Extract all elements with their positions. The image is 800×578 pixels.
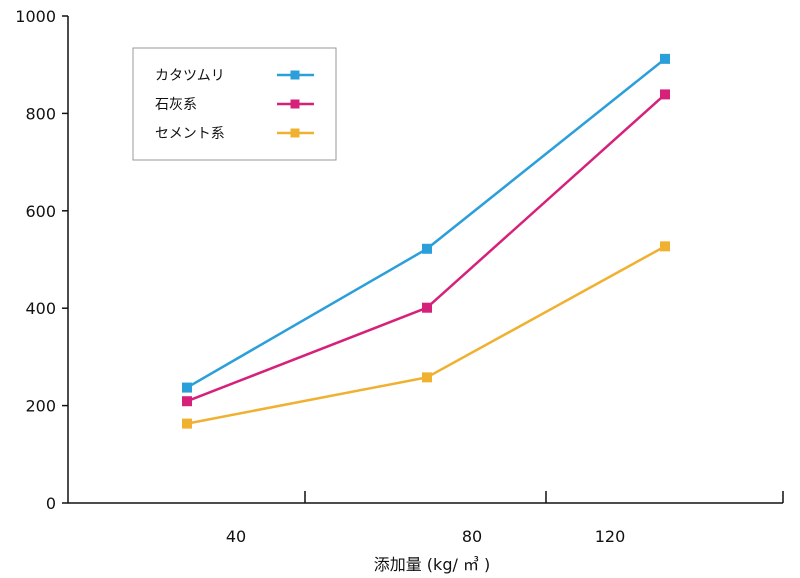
axes — [67, 16, 783, 504]
data-point — [422, 302, 432, 313]
legend-label: カタツムリ — [155, 68, 225, 84]
series-line — [186, 245, 666, 425]
data-point — [422, 243, 432, 254]
data-point — [182, 418, 192, 429]
legend-label: 石灰系 — [155, 97, 197, 113]
x-tick-label: 40 — [226, 527, 246, 546]
y-tick-label: 400 — [25, 299, 56, 318]
legend-label: セメント系 — [155, 126, 225, 142]
x-axis-title: 添加量 (kg/ ㎥ ) — [374, 555, 491, 574]
data-point — [182, 382, 192, 393]
y-tick-label: 200 — [25, 397, 56, 416]
x-tick-label: 80 — [462, 527, 482, 546]
y-tick-label: 800 — [25, 104, 56, 123]
data-point — [660, 241, 670, 252]
y-ticks: 0 200 400 600 800 1000 — [15, 7, 68, 513]
data-point — [422, 372, 432, 383]
series-layer — [182, 53, 670, 429]
legend-swatch-marker — [290, 128, 300, 138]
data-point — [660, 53, 670, 64]
legend-swatch-marker — [290, 70, 300, 80]
y-tick-label: 600 — [25, 202, 56, 221]
y-tick-label: 0 — [46, 494, 56, 513]
data-point — [182, 396, 192, 407]
legend-swatch-marker — [290, 99, 300, 109]
x-ticks: 40 80 120 — [226, 491, 784, 546]
x-tick-label: 120 — [595, 527, 626, 546]
data-point — [660, 89, 670, 100]
y-tick-label: 1000 — [15, 7, 56, 26]
